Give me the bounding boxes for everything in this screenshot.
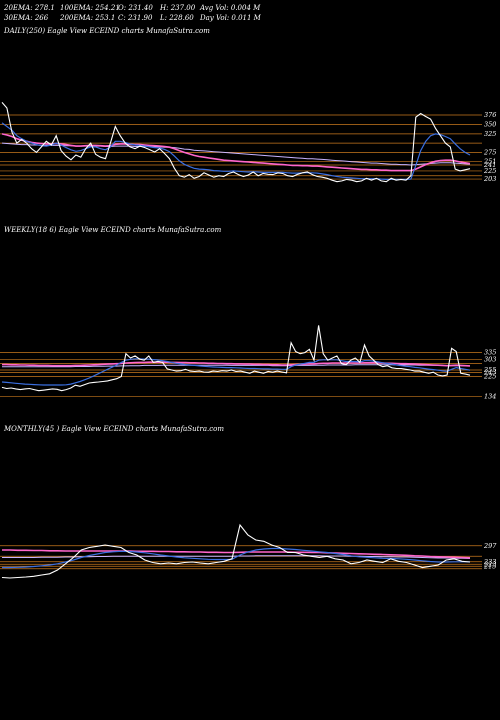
ema20-stat: 20EMA: 278.1: [4, 4, 55, 12]
monthly-tick-label: 233: [483, 558, 496, 566]
weekly-price-line: [1, 325, 471, 392]
daily-tick-label: 251: [483, 157, 496, 165]
weekly-tick-label: 243: [483, 369, 496, 377]
daily-tick-label: 241: [483, 161, 496, 169]
weekly-tick-label: 335: [484, 349, 496, 357]
low-stat: L: 228.60: [160, 14, 194, 22]
monthly-ema-long-line: [2, 555, 471, 559]
monthly-tick-label: 297: [483, 542, 497, 550]
monthly-price-line: [1, 523, 471, 579]
weekly-tick-label: 225: [483, 373, 496, 381]
weekly-ema-long-line: [2, 364, 471, 368]
daily-tick-label: 225: [483, 167, 496, 175]
daily-tick-label: 376: [484, 111, 496, 119]
open-stat: O: 231.40: [118, 4, 153, 12]
daily-chart-title: DAILY(250) Eagle View ECEIND charts Muna…: [4, 27, 210, 35]
weekly-tick-label: 303: [484, 356, 496, 364]
weekly-ema-short-line: [1, 358, 471, 386]
ema100-stat: 100EMA: 254.21: [60, 4, 120, 12]
daily-ema-mid-line: [1, 133, 471, 172]
daily-tick-label: 325: [484, 130, 496, 138]
daily-tick-label: 203: [483, 175, 496, 183]
weekly-chart-title: WEEKLY(18 6) Eagle View ECEIND charts Mu…: [4, 226, 222, 234]
weekly-tick-label: 255: [483, 366, 496, 374]
monthly-chart-title: MONTHLY(45 ) Eagle View ECEIND charts Mu…: [4, 425, 224, 433]
close-stat: C: 231.90: [118, 14, 153, 22]
high-stat: H: 237.00: [160, 4, 196, 12]
ema200-stat: 200EMA: 253.1: [60, 14, 116, 22]
ema30-stat: 30EMA: 266: [4, 14, 49, 22]
daily-ema-short-line: [1, 122, 471, 180]
daily-price-line: [1, 102, 471, 183]
monthly-ema-short-line: [2, 547, 470, 569]
monthly-tick-label: 223: [483, 560, 496, 568]
daily-tick-label: 350: [484, 121, 496, 129]
daily-tick-label: 275: [483, 148, 496, 156]
weekly-tick-label: 134: [484, 392, 496, 400]
monthly-tick-label: 215: [483, 562, 496, 570]
day-volume-stat: Day Vol: 0.011 M: [200, 14, 261, 22]
weekly-ema-mid-line: [2, 361, 471, 367]
avg-volume-stat: Avg Vol: 0.004 M: [200, 4, 261, 12]
